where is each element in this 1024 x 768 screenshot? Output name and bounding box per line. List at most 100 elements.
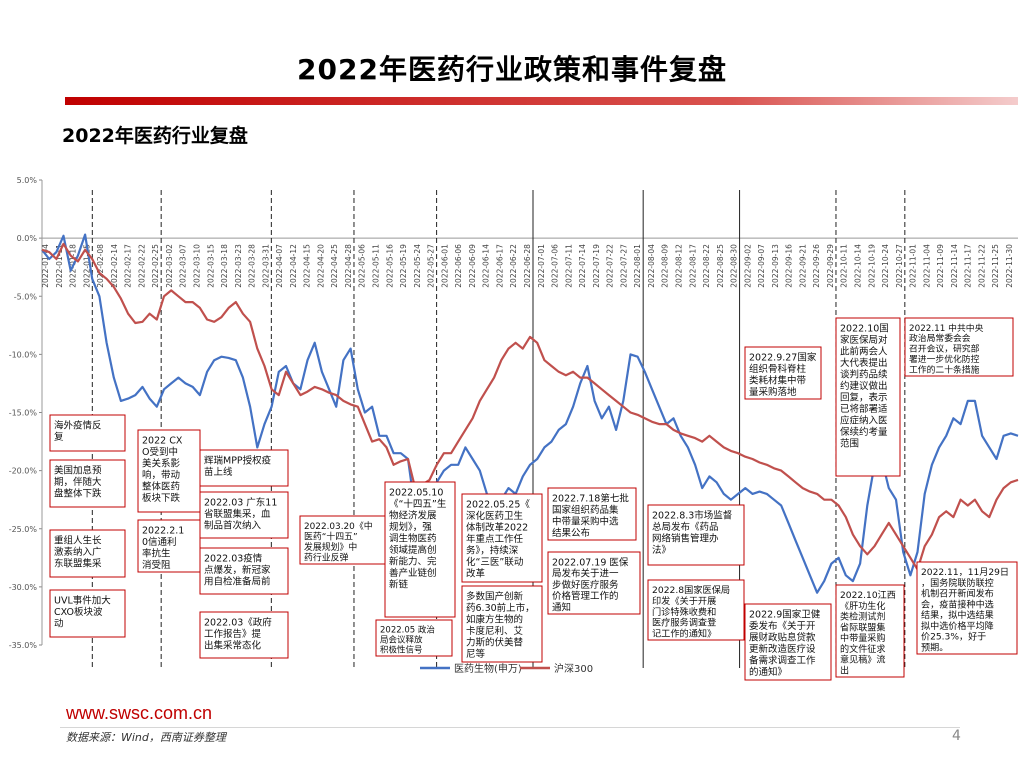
annotation-text: 《“十四五”生 bbox=[389, 498, 447, 510]
x-tick-label: 2022-03-07 bbox=[179, 244, 188, 288]
annotation-text: 出集采常态化 bbox=[204, 640, 262, 652]
annotation-text: 法》 bbox=[652, 544, 671, 556]
annotation-box bbox=[647, 579, 745, 641]
annotation-text: 药6.30前上市， bbox=[466, 602, 535, 614]
page-number: 4 bbox=[952, 728, 961, 744]
x-tick-label: 2022-07-06 bbox=[551, 244, 560, 288]
annotation-text: 组织骨科脊柱 bbox=[749, 363, 807, 375]
x-tick-label: 2022-11-01 bbox=[909, 244, 918, 288]
annotation-box bbox=[547, 487, 637, 541]
x-tick-label: 2022-03-02 bbox=[165, 244, 174, 288]
annotation-text: 医药“十四五” bbox=[304, 530, 358, 542]
annotation-text: 2022 CX bbox=[142, 436, 183, 447]
annotation-text: 2022.10国 bbox=[840, 324, 889, 335]
annotation-gov-office: 2022.11，11月29日，国务院联防联控机制召开新闻发布会，疫苗接种中选结果… bbox=[916, 561, 1018, 655]
x-tick-label: 2022-02-08 bbox=[96, 244, 105, 288]
annotation-text: 率抗生 bbox=[142, 548, 171, 560]
x-tick-label: 2022-03-10 bbox=[192, 244, 201, 288]
annotation-text: 此前两会人 bbox=[840, 346, 888, 358]
annotation-text: 板块下跌 bbox=[142, 492, 181, 504]
annotation-box bbox=[647, 504, 745, 566]
annotation-text: 应症纳入医 bbox=[840, 415, 888, 427]
annotation-text: 调生物医药 bbox=[389, 533, 437, 545]
annotation-box bbox=[384, 481, 456, 618]
annotation-text: 2022.11 中共中央 bbox=[909, 322, 984, 334]
annotation-text: 善产业链创 bbox=[389, 567, 437, 579]
annotation-discount: 2022.9国家卫健委发布《关于开展财政贴息贷款更新改造医疗设备需求调查工作的通… bbox=[744, 603, 832, 681]
annotation-text: 医疗服务调查登 bbox=[652, 617, 716, 629]
annotation-text: CXO板块波 bbox=[54, 606, 103, 618]
annotation-text: 《肝功生化 bbox=[840, 600, 885, 612]
annotation-text: 卡度尼利、艾 bbox=[466, 625, 524, 637]
annotation-text: 整体医药 bbox=[142, 481, 180, 493]
x-tick-label: 2022-05-19 bbox=[399, 244, 408, 288]
x-tick-label: 2022-09-16 bbox=[785, 244, 794, 288]
x-tick-label: 2022-09-02 bbox=[743, 244, 752, 288]
annotation-text: 保续约考量 bbox=[840, 426, 888, 438]
annotation-box bbox=[744, 346, 822, 400]
annotation-text: 2022.07.19 医保 bbox=[552, 557, 629, 569]
annotation-text: 结果，拟中选结果 bbox=[921, 609, 994, 621]
annotation-text: 家医保局对 bbox=[840, 334, 888, 346]
annotation-text: 动 bbox=[54, 619, 64, 630]
annotation-text: 约建议做出 bbox=[840, 380, 888, 392]
annotation-text: 新能力、完 bbox=[389, 556, 437, 568]
x-tick-label: 2022-09-13 bbox=[771, 244, 780, 288]
annotation-text: 政治局常委会会 bbox=[909, 332, 971, 344]
annotation-text: 2022.11，11月29日 bbox=[921, 567, 1009, 578]
annotation-box bbox=[199, 611, 289, 659]
annotation-text: 发展规划》中 bbox=[304, 541, 357, 553]
x-tick-label: 2022-05-27 bbox=[427, 244, 436, 288]
annotation-text: 2022.05.10 bbox=[389, 488, 443, 499]
annotation-text: 尼等 bbox=[466, 648, 486, 660]
x-tick-label: 2022-01-25 bbox=[82, 244, 91, 288]
annotation-text: 机制召开新闻发布 bbox=[921, 588, 994, 600]
x-tick-label: 2022-09-07 bbox=[757, 244, 766, 288]
annotation-box bbox=[547, 551, 641, 615]
annotation-text: 领域提高创 bbox=[389, 544, 437, 556]
x-tick-label: 2022-08-22 bbox=[702, 244, 711, 288]
annotation-text: 2022.9国家卫健 bbox=[749, 609, 821, 621]
annotation-box bbox=[835, 584, 905, 678]
annotation-text: 2022.03《政府 bbox=[204, 617, 272, 629]
x-tick-label: 2022-08-30 bbox=[730, 244, 739, 288]
annotation-text: 局会议释放 bbox=[380, 635, 423, 646]
title-underline-bar bbox=[65, 97, 1018, 105]
x-tick-label: 2022-04-28 bbox=[344, 244, 353, 288]
annotation-text: 记工作的通知》 bbox=[652, 627, 716, 639]
annotation-text: 类检测试剂 bbox=[840, 611, 885, 623]
x-tick-label: 2022-05-16 bbox=[385, 244, 394, 288]
annotation-text: 更新改造医疗设 bbox=[749, 643, 816, 655]
x-tick-label: 2022-10-27 bbox=[895, 244, 904, 288]
annotation-text: 2022.05.25《 bbox=[466, 500, 530, 511]
x-tick-label: 2022-09-29 bbox=[826, 244, 835, 288]
annotation-text: 的通知》 bbox=[749, 666, 787, 678]
annotation-text: 物经济发展 bbox=[389, 510, 437, 522]
annotation-text: 展财政贴息贷款 bbox=[749, 632, 816, 644]
legend-pharma-label: 医药生物(申万) bbox=[454, 662, 522, 675]
annotation-text: 2022.03 广东11 bbox=[204, 497, 277, 509]
x-tick-label: 2022-04-07 bbox=[275, 244, 284, 288]
annotation-text: 美关系影 bbox=[142, 458, 181, 470]
annotation-text: 步做好医疗服务 bbox=[552, 579, 619, 591]
annotation-text: 复 bbox=[54, 431, 64, 443]
x-tick-label: 2022-11-25 bbox=[991, 244, 1000, 288]
x-tick-label: 2022-11-09 bbox=[936, 244, 945, 288]
annotation-box bbox=[199, 491, 289, 539]
annotation-text: 委发布《关于开 bbox=[749, 620, 816, 632]
annotation-box bbox=[916, 561, 1018, 655]
annotation-text: 工作报告》提 bbox=[204, 628, 262, 640]
annotation-text: 积极性信号 bbox=[380, 645, 423, 656]
footer-url[interactable]: www.swsc.com.cn bbox=[66, 703, 213, 723]
annotation-text: ，国务院联防联控 bbox=[921, 577, 994, 589]
annotation-text: 2022.2.1 bbox=[142, 526, 184, 537]
annotation-text: 拟中选价格平均降 bbox=[921, 620, 994, 632]
x-tick-label: 2022-11-04 bbox=[922, 244, 931, 288]
x-tick-label: 2022-11-22 bbox=[977, 244, 986, 288]
